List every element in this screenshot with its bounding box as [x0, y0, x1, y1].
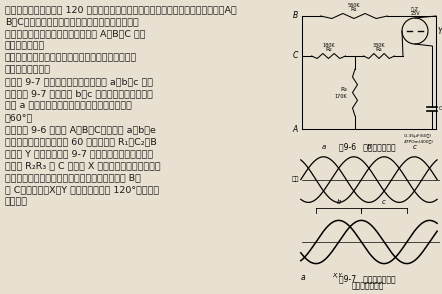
Text: a: a	[301, 273, 305, 282]
Text: 差60°。: 差60°。	[5, 113, 33, 122]
Text: 此电路提供了一种确定 120 伏三相电源相序的简单方法。此种电源用于同步工作。A、: 此电路提供了一种确定 120 伏三相电源相序的简单方法。此种电源用于同步工作。A…	[5, 5, 237, 14]
Text: 相，在 Y 点上将具有图 9-7 中的虚线波形，而通过衰: 相，在 Y 点上将具有图 9-7 中的虚线波形，而通过衰	[5, 149, 153, 158]
Text: 47POm(400转): 47POm(400转)	[404, 139, 434, 143]
Text: R₁: R₁	[351, 7, 358, 12]
Text: C₁: C₁	[439, 106, 442, 111]
Text: 对于 a 导出来的。可以看出这两个波形彼此相位: 对于 a 导出来的。可以看出这两个波形彼此相位	[5, 101, 132, 110]
Text: b: b	[336, 199, 341, 205]
Text: R₂: R₂	[325, 47, 332, 52]
Text: 氖-Z: 氖-Z	[411, 8, 419, 13]
Text: 相序的三相波形: 相序的三相波形	[351, 281, 384, 290]
Text: 图 9-7 上图表示以中点为基准的 a、b、c 三个: 图 9-7 上图表示以中点为基准的 a、b、c 三个	[5, 77, 153, 86]
Text: C: C	[293, 51, 298, 61]
Text: 180K: 180K	[322, 43, 335, 48]
Text: 灯亮了。: 灯亮了。	[5, 197, 28, 206]
Text: X,Y: X,Y	[332, 273, 342, 278]
Text: 25V: 25V	[410, 11, 420, 16]
Text: B: B	[293, 11, 298, 21]
Text: A: A	[293, 124, 298, 133]
Text: .0.35μF(60转): .0.35μF(60转)	[404, 134, 432, 138]
Text: 出正确的顺序。: 出正确的顺序。	[5, 41, 45, 50]
Text: b: b	[367, 143, 371, 150]
Text: B、C端连接到被检查的电源的三个端点上。若氖灯: B、C端连接到被检查的电源的三个端点上。若氖灯	[5, 17, 139, 26]
Text: 330K: 330K	[373, 43, 385, 48]
Text: a: a	[321, 143, 326, 150]
Text: 图9-7   符合能点亮氖灯: 图9-7 符合能点亮氖灯	[339, 274, 396, 283]
Text: R₃: R₃	[340, 87, 347, 92]
Text: c: c	[412, 143, 416, 150]
Text: R₄: R₄	[376, 47, 382, 52]
Text: 亮着，换接任二条线，则灯息灯，而 A、B、C 指示: 亮着，换接任二条线，则灯息灯，而 A、B、C 指示	[5, 29, 145, 38]
Text: 三端相接，则可见，通过 60 度滞后网络 R₁、C₂的B: 三端相接，则可见，通过 60 度滞后网络 R₁、C₂的B	[5, 137, 157, 146]
Text: 因此氖灯上无电位差，非保持不亮。然而，如将 B端: 因此氖灯上无电位差，非保持不亮。然而，如将 B端	[5, 173, 141, 182]
Text: Y: Y	[438, 26, 442, 36]
Text: 若任一线上功率损失了，则氖灯将亮。这种特点: 若任一线上功率损失了，则氖灯将亮。这种特点	[5, 53, 137, 62]
Text: 和 C端互换，则X、Y 上的正弦波相差 120°，因而氖: 和 C端互换，则X、Y 上的正弦波相差 120°，因而氖	[5, 185, 159, 194]
Text: 中线: 中线	[292, 177, 299, 182]
Text: 170K: 170K	[335, 94, 347, 99]
Text: 图9-6   相序指示器电路: 图9-6 相序指示器电路	[339, 142, 396, 151]
Text: 减网络 R₂R₃ 的 C 相，在 X 点上将具有相同的波形，: 减网络 R₂R₃ 的 C 相，在 X 点上将具有相同的波形，	[5, 161, 160, 170]
Text: c: c	[382, 199, 386, 205]
Text: 对监视是有用的。: 对监视是有用的。	[5, 65, 51, 74]
Text: 若图 9-6 电路的 A、B、C端分别与 a、b、e: 若图 9-6 电路的 A、B、C端分别与 a、b、e	[5, 125, 156, 134]
Text: 560K: 560K	[348, 3, 360, 8]
Text: 相位。图 9-7 下的波形 b、c 是根据上面的波形，相: 相位。图 9-7 下的波形 b、c 是根据上面的波形，相	[5, 89, 153, 98]
